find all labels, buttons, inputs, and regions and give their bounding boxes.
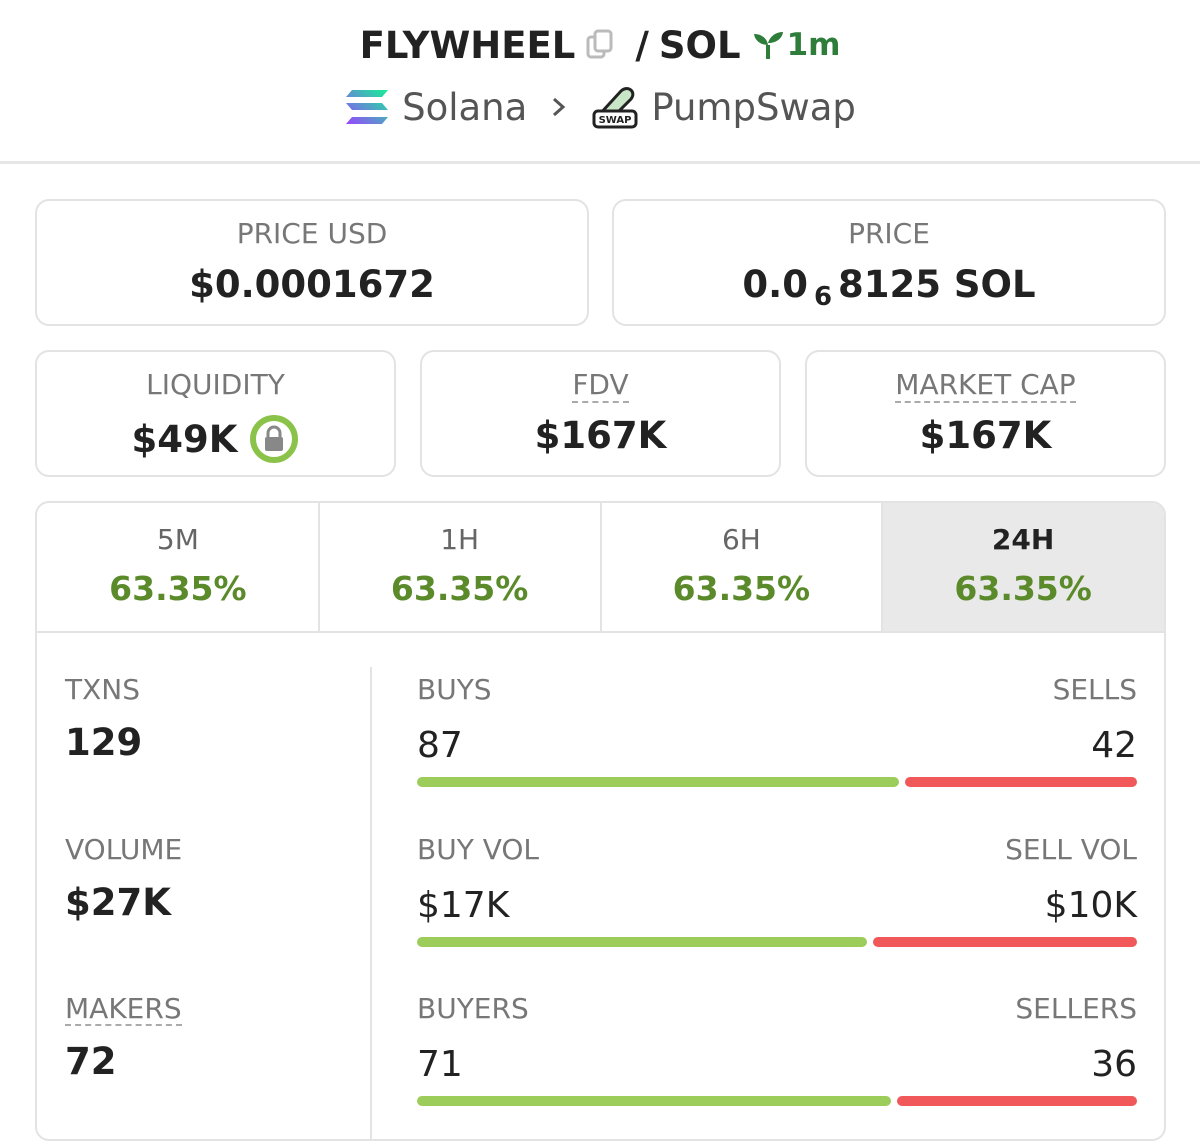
split-right-label: SELLERS [1015,992,1137,1025]
chevron [553,97,566,117]
stat-label-text: VOLUME [65,833,183,866]
base-token: FLYWHEEL [359,23,576,67]
stat-label: TXNS [65,673,140,706]
price-subscript: 6 [813,281,833,312]
tab-label: 5M [156,523,199,556]
buy-bar [417,937,867,947]
tab-separator [317,503,320,631]
time-tab[interactable]: 6H 63.35% [601,503,883,631]
quote-token: SOL [658,23,741,67]
card-value: $167K [807,414,1164,457]
time-tab[interactable]: 1H 63.35% [319,503,601,631]
copy-icon[interactable] [585,29,615,61]
stat-label-text: TXNS [65,673,141,706]
split-right-label: SELLS [1052,673,1137,706]
price-card: PRICE 0.0 6 8125 SOL [612,199,1166,326]
sell-bar [896,1096,1137,1106]
stat-label: MAKERS [65,992,182,1026]
card-label: FDV [422,368,779,403]
fdv-card: FDV $167K [420,350,781,477]
stat-value: 72 [65,1040,117,1083]
chain-name[interactable]: Solana [402,85,528,129]
split-left-value: 87 [417,725,463,766]
buy-bar [417,1096,891,1106]
card-value: $0.0001672 [37,263,587,306]
tab-separator [599,503,602,631]
liquidity-value: $49K [131,417,238,461]
card-value: $49K [37,414,394,464]
card-label: PRICE USD [236,217,388,250]
mcap-card: MARKET CAP $167K [805,350,1166,477]
split-left-value: $17K [417,885,510,926]
price-suffix: 8125 SOL [838,263,1036,306]
stat-label-text[interactable]: MAKERS [65,992,182,1026]
split-right-label: SELL VOL [1005,833,1137,866]
liquidity-card: LIQUIDITY $49K [35,350,396,477]
tab-change: 63.35% [109,569,247,608]
page: FLYWHEEL / SOL 1m Solana SWAP PumpSwap P… [0,20,1200,1141]
split-right-value: 42 [1091,725,1137,766]
breadcrumb: Solana SWAP PumpSwap [0,82,1200,132]
card-label: PRICE [848,217,930,250]
stat-value: 129 [65,721,143,764]
solana-logo [346,90,389,124]
buy-bar [417,777,899,787]
card-label: MARKET CAP [807,368,1164,403]
tab-change: 63.35% [390,569,529,608]
pumpswap-logo: SWAP [592,87,638,129]
column-divider [370,667,372,1139]
price-usd: $0.0001672 [189,263,435,306]
sell-bar [904,777,1137,787]
fdv-value: $167K [534,414,667,457]
fdv-label[interactable]: FDV [572,368,629,403]
time-tab[interactable]: 24H 63.35% [882,503,1164,631]
card-label: LIQUIDITY [146,368,285,401]
split-right-value: $10K [1044,885,1137,926]
stat-value: $27K [65,881,171,924]
split-right-value: 36 [1091,1044,1137,1085]
sell-bar [872,937,1137,947]
pair-age: 1m [786,27,841,63]
card-value: $167K [422,414,779,457]
separator: / [635,23,649,67]
tab-label: 1H [440,523,480,556]
header-divider [0,161,1200,164]
stats-panel: 5M 63.35% 1H 63.35% 6H 63.35% 24H 63.35% TXNS 129… [35,501,1166,1141]
split-left-label: BUYERS [417,992,529,1025]
dex-name[interactable]: PumpSwap [651,85,856,129]
split-left-value: 71 [417,1044,463,1085]
price-prefix: 0.0 [742,263,808,306]
tab-divider [37,631,1164,633]
stat-label: VOLUME [65,833,182,866]
time-tab[interactable]: 5M 63.35% [37,503,319,631]
svg-text:SWAP: SWAP [599,115,632,126]
price-usd-card: PRICE USD $0.0001672 [35,199,589,326]
pair-title: FLYWHEEL / SOL 1m [0,20,1200,70]
tab-change: 63.35% [954,569,1092,608]
tab-label: 24H [991,523,1055,556]
tab-change: 63.35% [672,569,811,608]
card-value: 0.0 6 8125 SOL [614,263,1164,312]
tab-separator [881,503,884,631]
lock-icon[interactable] [249,414,299,464]
tab-label: 6H [721,523,761,556]
mcap-value: $167K [919,414,1052,457]
sprout-icon [753,32,783,59]
split-left-label: BUYS [417,673,492,706]
split-left-label: BUY VOL [417,833,540,866]
mcap-label[interactable]: MARKET CAP [895,368,1076,403]
